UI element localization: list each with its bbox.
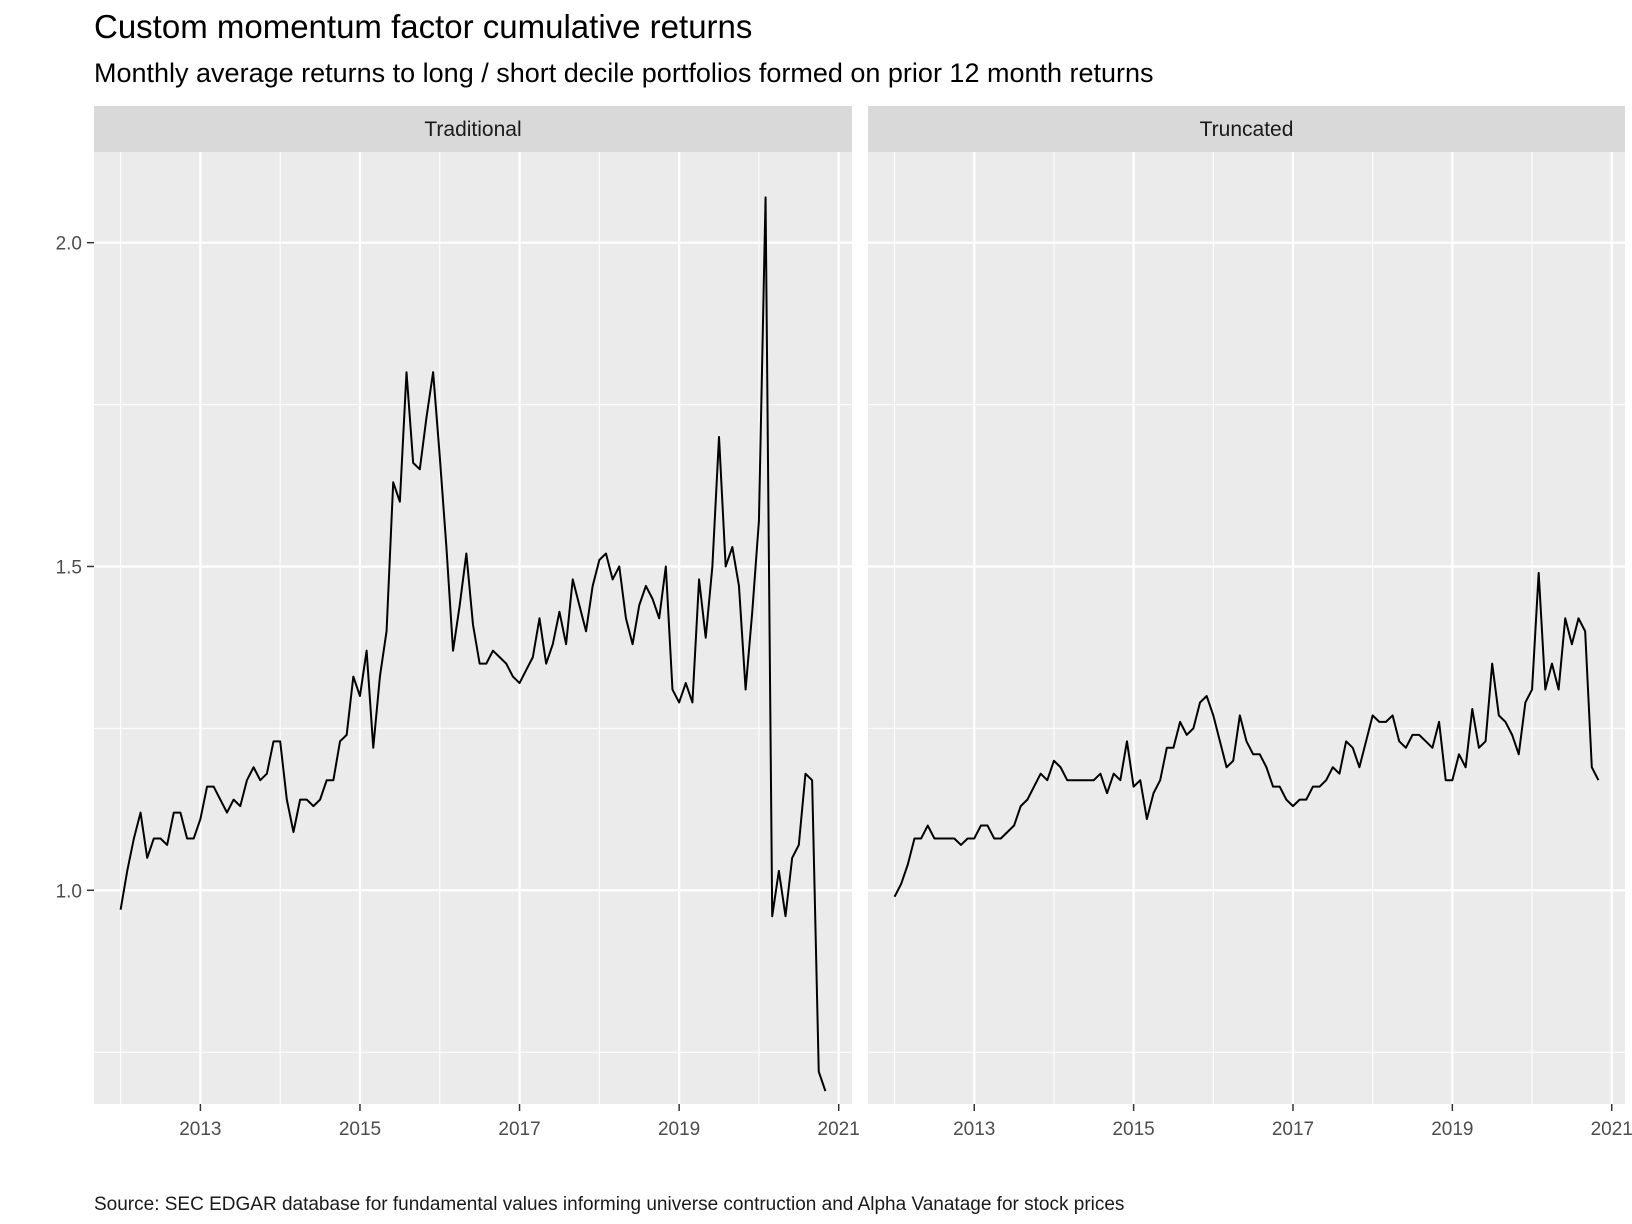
x-tick-label: 2021	[1591, 1119, 1632, 1140]
facet-panel-truncated: Truncated 2013 2015 2017 2019 2021	[868, 106, 1632, 1140]
x-tick-label: 2021	[818, 1119, 860, 1140]
x-tick-label: 2015	[1112, 1119, 1154, 1140]
y-tick-label: 2.0	[56, 234, 82, 255]
x-tick-label: 2017	[498, 1119, 540, 1140]
series-line-traditional	[119, 196, 827, 1092]
x-tick-label: 2013	[179, 1119, 221, 1140]
chart-caption: Source: SEC EDGAR database for fundament…	[94, 1194, 1125, 1215]
chart-title: Custom momentum factor cumulative return…	[94, 8, 753, 45]
y-tick-label: 1.0	[56, 881, 82, 902]
facet-panel-traditional: Traditional 2013 2015 2017 2019 2021 1.0 1.5 2.0	[56, 106, 860, 1140]
facet-strip	[94, 106, 852, 152]
facet-strip-label: Traditional	[424, 118, 521, 141]
x-tick-label: 2017	[1272, 1119, 1314, 1140]
series-line-truncated	[893, 571, 1600, 898]
facet-strip-label: Truncated	[1200, 118, 1294, 141]
panel-background	[868, 152, 1625, 1104]
y-tick-label: 1.5	[56, 557, 82, 578]
x-tick-label: 2013	[953, 1119, 995, 1140]
x-tick-label: 2019	[1431, 1119, 1473, 1140]
x-tick-label: 2019	[658, 1119, 700, 1140]
facet-strip	[868, 106, 1625, 152]
chart-subtitle: Monthly average returns to long / short …	[94, 58, 1154, 88]
x-tick-label: 2015	[339, 1119, 381, 1140]
